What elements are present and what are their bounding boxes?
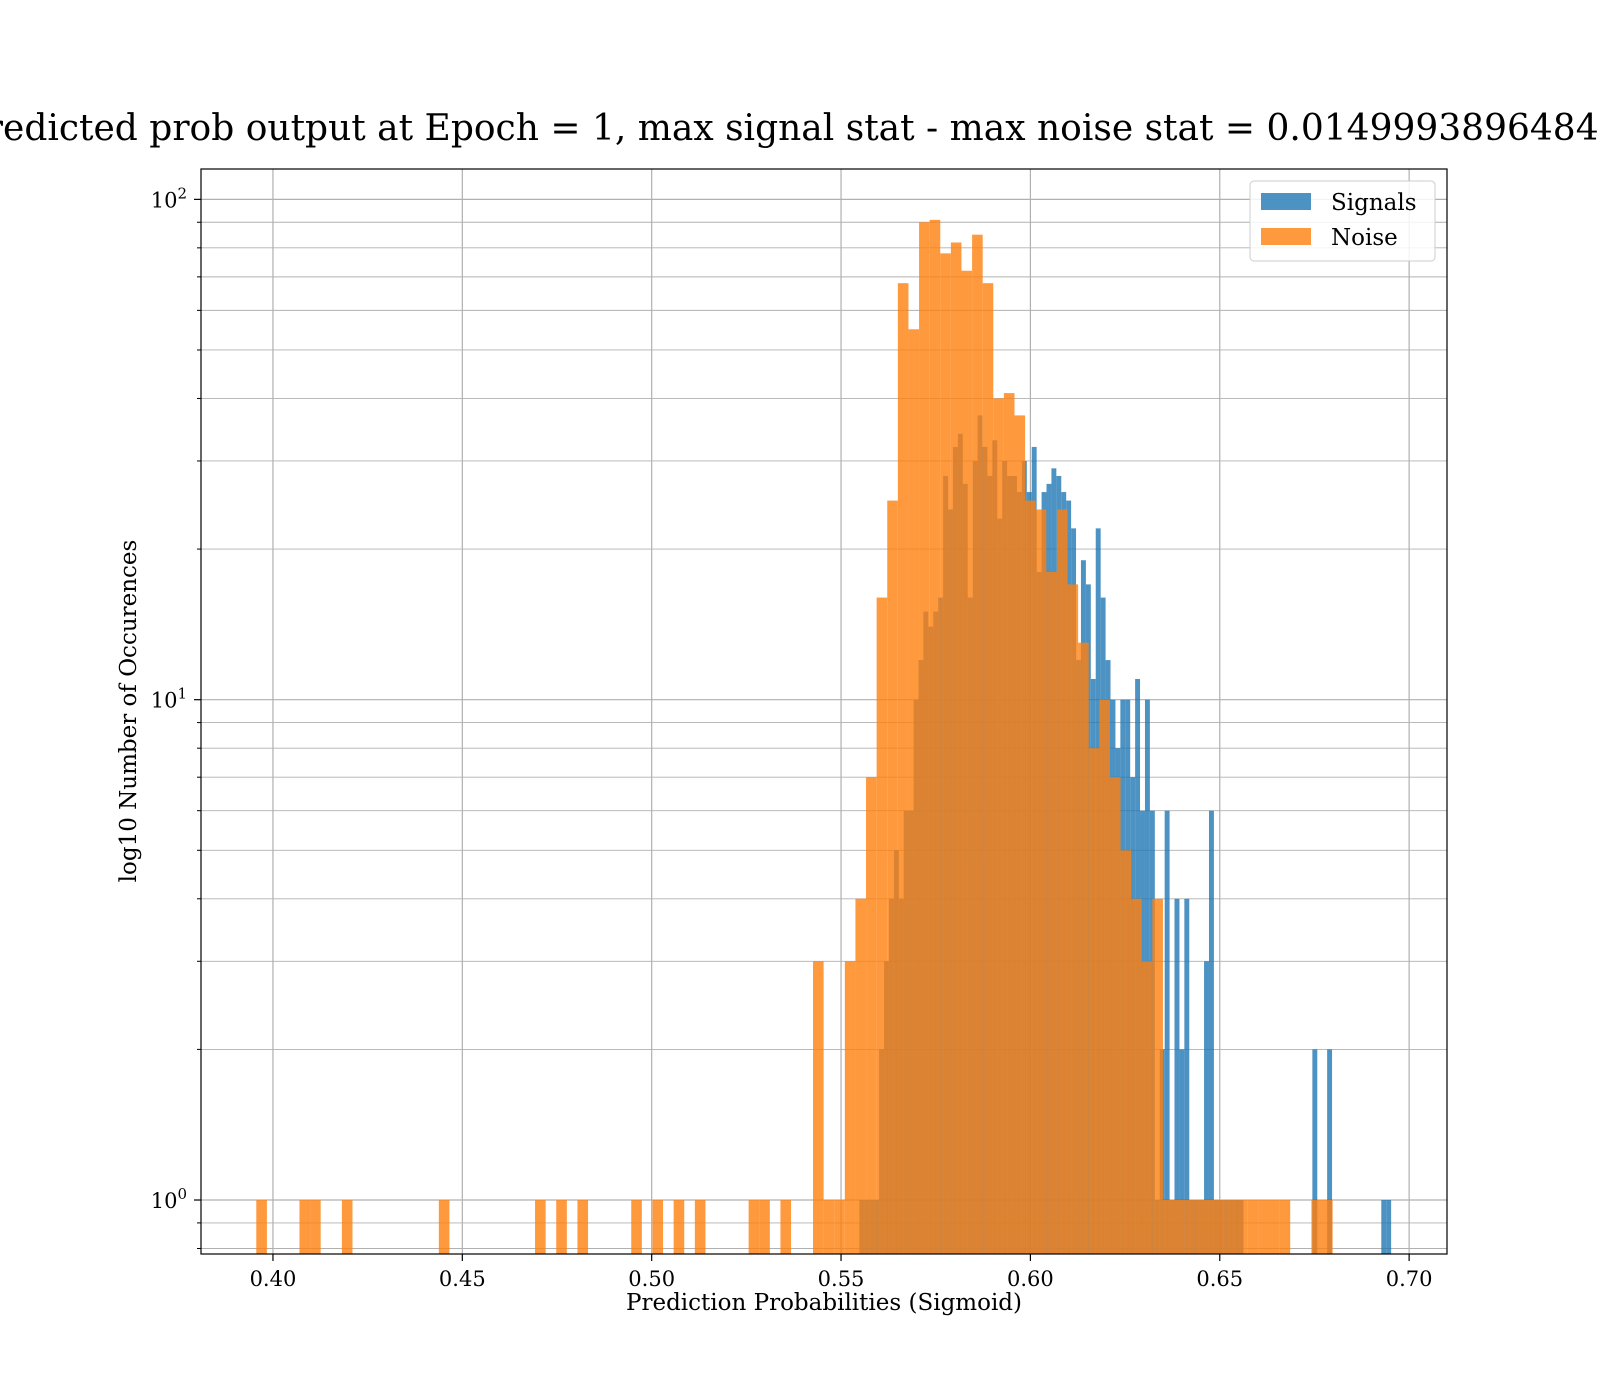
legend-swatch-signals [1261, 193, 1311, 210]
noise-bar [897, 283, 909, 1254]
noise-bar [1088, 748, 1100, 1254]
noise-bar [438, 1200, 450, 1254]
noise-bar [866, 777, 877, 1254]
noise-bars [256, 219, 1333, 1255]
signals-bar [1381, 1200, 1387, 1254]
noise-bar [1035, 509, 1047, 1255]
noise-bar [341, 1200, 353, 1254]
noise-bar [855, 898, 867, 1254]
plot-frame [200, 168, 1448, 1255]
noise-bar [1205, 1200, 1216, 1254]
noise-bar [993, 398, 1004, 1254]
y-tick-label: 101 [151, 685, 187, 713]
x-tick-label: 0.50 [628, 1267, 675, 1291]
signals-bar [1204, 961, 1209, 1254]
noise-bar [256, 1200, 267, 1254]
noise-bar [577, 1200, 589, 1254]
noise-bar [1247, 1200, 1259, 1254]
y-axis-ticks: 100 101 102 [151, 184, 201, 1249]
noise-bar [1078, 642, 1089, 1254]
signals-bar [1164, 810, 1170, 1254]
signals-bar [1312, 1049, 1318, 1254]
noise-bar [1173, 1200, 1185, 1254]
x-tick-label: 0.70 [1386, 1267, 1433, 1291]
noise-bar [748, 1200, 760, 1254]
noise-bar [556, 1200, 567, 1254]
legend: Signals Noise [1249, 180, 1436, 262]
noise-bar [759, 1200, 770, 1254]
noise-bar [1215, 1200, 1227, 1254]
noise-bar [1184, 1200, 1195, 1254]
grid [201, 169, 1447, 1254]
noise-bar [1099, 699, 1110, 1254]
signals-bar [1386, 1200, 1392, 1254]
noise-bar [1109, 777, 1121, 1254]
noise-bar [1067, 584, 1079, 1254]
noise-bar [1131, 898, 1142, 1254]
x-tick-label: 0.65 [1196, 1267, 1243, 1291]
noise-bar [908, 329, 920, 1254]
x-tick-label: 0.40 [250, 1267, 297, 1291]
noise-bar [780, 1200, 792, 1254]
legend-label-noise: Noise [1331, 225, 1398, 251]
signals-bar [1174, 898, 1180, 1254]
noise-bar [673, 1200, 685, 1254]
noise-bar [982, 283, 994, 1254]
signals-bar [1179, 1049, 1185, 1254]
noise-bar [631, 1200, 642, 1254]
x-tick-label: 0.55 [818, 1267, 865, 1291]
noise-bar [310, 1200, 321, 1254]
y-tick-label: 100 [151, 1185, 187, 1213]
noise-bar [1258, 1200, 1269, 1254]
noise-bar [299, 1200, 311, 1254]
y-axis-label: log10 Number of Occurences [116, 540, 142, 883]
noise-bar [1014, 415, 1026, 1254]
noise-bar [823, 1200, 835, 1254]
noise-bar [1025, 500, 1036, 1254]
noise-bar [652, 1200, 664, 1254]
noise-bar [876, 597, 888, 1254]
x-axis-label: Prediction Probabilities (Sigmoid) [626, 1290, 1022, 1316]
signals-bar [1208, 810, 1214, 1254]
noise-bar [1322, 1200, 1333, 1254]
noise-bar [1162, 1200, 1174, 1254]
noise-bar [929, 219, 941, 1254]
noise-bar [1120, 850, 1132, 1254]
signals-bar [1327, 1049, 1333, 1254]
noise-bar [1046, 571, 1057, 1254]
noise-bar [1237, 1200, 1248, 1254]
noise-bar [1226, 1200, 1238, 1254]
noise-bar [844, 961, 856, 1254]
noise-bar [1279, 1200, 1291, 1254]
noise-bar [1152, 898, 1163, 1254]
noise-bar [1056, 509, 1068, 1255]
x-axis-ticks: 0.40 0.45 0.50 0.55 0.60 0.65 0.70 [250, 1254, 1433, 1291]
y-tick-label: 102 [151, 184, 187, 212]
legend-swatch-noise [1261, 228, 1311, 245]
noise-bar [887, 500, 898, 1254]
noise-bar [1311, 1200, 1323, 1254]
noise-bar [1003, 393, 1015, 1255]
noise-bar [535, 1200, 546, 1254]
noise-bar [694, 1200, 706, 1254]
x-tick-label: 0.60 [1007, 1267, 1054, 1291]
noise-bar [1194, 1200, 1206, 1254]
noise-bar [950, 242, 962, 1254]
legend-label-signals: Signals [1331, 190, 1417, 216]
noise-bar [961, 270, 973, 1254]
noise-bar [972, 234, 983, 1254]
chart-title: Predicted prob output at Epoch = 1, max … [0, 108, 1600, 149]
noise-bar [919, 222, 930, 1254]
noise-bar [940, 253, 951, 1255]
noise-bar [834, 1200, 845, 1254]
noise-bar [813, 961, 824, 1254]
signals-bar [1184, 898, 1190, 1254]
x-tick-label: 0.45 [439, 1267, 486, 1291]
noise-bar [1269, 1200, 1280, 1254]
noise-bar [1141, 961, 1153, 1254]
